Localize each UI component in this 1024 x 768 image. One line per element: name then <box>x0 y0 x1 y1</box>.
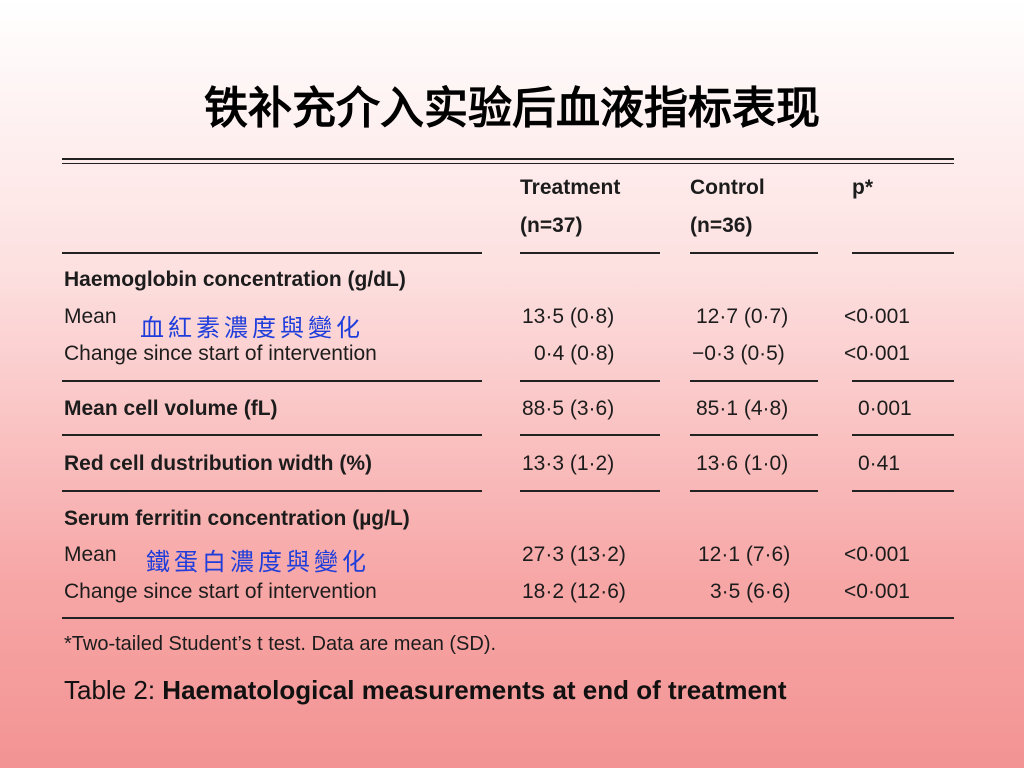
cell-p: <0·001 <box>844 543 910 566</box>
table-top-rule <box>62 163 954 164</box>
row-label-change: Change since start of intervention <box>64 580 377 603</box>
section-rule <box>690 434 818 436</box>
section-rule <box>520 490 660 492</box>
header-rule <box>520 252 660 254</box>
cell-control: 12·7 (0·7) <box>696 305 789 328</box>
cell-p: <0·001 <box>844 305 910 328</box>
cell-control: 85·1 (4·8) <box>696 397 789 420</box>
caption-text: Haematological measurements at end of tr… <box>162 675 787 705</box>
section-rule <box>690 380 818 382</box>
section-rule <box>852 490 954 492</box>
row-label-change: Change since start of intervention <box>64 342 377 365</box>
row-label-mean: Mean <box>64 305 117 328</box>
header-rule <box>690 252 818 254</box>
chinese-annotation-ferritin: 鐵蛋白濃度與變化 <box>146 548 370 576</box>
section-rule <box>520 434 660 436</box>
caption-prefix: Table 2: <box>64 675 163 705</box>
table-bottom-rule <box>62 617 954 619</box>
section-rule <box>690 490 818 492</box>
column-header-control: Control <box>690 176 765 199</box>
cell-treatment: 27·3 (13·2) <box>522 543 626 566</box>
section-rule <box>520 380 660 382</box>
table-top-rule <box>62 158 954 160</box>
header-rule <box>852 252 954 254</box>
column-header-p: p* <box>852 176 873 199</box>
cell-control: 12·1 (7·6) <box>698 543 791 566</box>
table-footnote: *Two-tailed Student’s t test. Data are m… <box>64 633 497 655</box>
cell-treatment: 13·3 (1·2) <box>522 452 615 475</box>
section-heading-haemoglobin: Haemoglobin concentration (g/dL) <box>64 268 406 291</box>
cell-treatment: 0·4 (0·8) <box>534 342 615 365</box>
row-label-mean-cell-volume: Mean cell volume (fL) <box>64 397 278 420</box>
cell-p: 0·41 <box>858 452 901 475</box>
section-rule <box>852 434 954 436</box>
cell-treatment: 13·5 (0·8) <box>522 305 615 328</box>
cell-control: −0·3 (0·5) <box>692 342 785 365</box>
section-rule <box>62 490 482 492</box>
cell-p: <0·001 <box>844 580 910 603</box>
cell-control: 13·6 (1·0) <box>696 452 789 475</box>
slide-title: 铁补充介入实验后血液指标表现 <box>204 83 820 134</box>
cell-treatment: 88·5 (3·6) <box>522 397 615 420</box>
section-rule <box>852 380 954 382</box>
cell-p: 0·001 <box>858 397 912 420</box>
section-rule <box>62 434 482 436</box>
column-header-control-n: (n=36) <box>690 214 753 237</box>
cell-treatment: 18·2 (12·6) <box>522 580 626 603</box>
header-rule <box>62 252 482 254</box>
column-header-treatment-n: (n=37) <box>520 214 583 237</box>
cell-p: <0·001 <box>844 342 910 365</box>
row-label-mean: Mean <box>64 543 117 566</box>
section-rule <box>62 380 482 382</box>
column-header-treatment: Treatment <box>520 176 621 199</box>
cell-control: 3·5 (6·6) <box>710 580 791 603</box>
chinese-annotation-haemoglobin: 血紅素濃度與變化 <box>140 314 364 342</box>
row-label-red-cell-distribution-width: Red cell dustribution width (%) <box>64 452 372 475</box>
table-caption: Table 2: Haematological measurements at … <box>64 675 786 706</box>
section-heading-serum-ferritin: Serum ferritin concentration (µg/L) <box>64 507 410 530</box>
